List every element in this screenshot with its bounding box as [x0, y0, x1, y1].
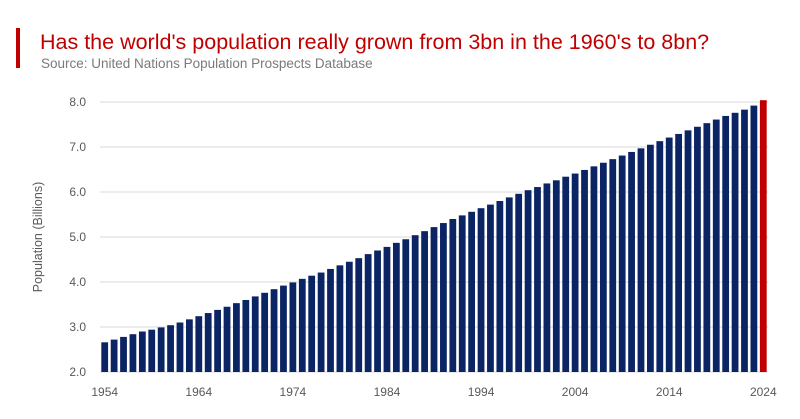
y-tick-label: 2.0: [69, 365, 86, 379]
bar: [374, 250, 381, 372]
chart-source: Source: United Nations Population Prospe…: [41, 56, 373, 71]
x-tick-label: 2004: [562, 385, 589, 399]
bar: [694, 126, 701, 372]
bar: [543, 183, 551, 372]
bar: [317, 272, 325, 372]
bar: [440, 223, 447, 372]
bar: [449, 219, 457, 372]
bar: [411, 235, 419, 372]
bar: [270, 289, 278, 372]
bar: [364, 254, 372, 372]
chart-title: Has the world's population really grown …: [40, 30, 710, 54]
bar: [308, 275, 316, 372]
bar: [148, 329, 156, 372]
bar: [581, 169, 588, 372]
y-tick-label: 3.0: [69, 320, 86, 334]
bar: [289, 282, 297, 372]
bars: [101, 100, 767, 373]
bar: [101, 342, 109, 372]
y-tick-label: 7.0: [69, 140, 86, 154]
bar: [242, 300, 250, 372]
bar: [176, 322, 184, 372]
bar: [731, 112, 739, 373]
bar: [120, 336, 127, 372]
bar: [421, 231, 428, 372]
bar: [468, 211, 476, 372]
bar: [618, 155, 626, 372]
y-tick-label: 8.0: [69, 95, 86, 109]
bar: [327, 268, 334, 372]
bar: [458, 215, 466, 372]
bar: [185, 319, 193, 372]
bar: [402, 239, 410, 372]
bar: [233, 303, 240, 372]
y-axis-label: Population (Billions): [31, 182, 45, 292]
bar: [477, 208, 485, 372]
bar: [609, 159, 617, 372]
bar: [345, 261, 353, 372]
bar: [637, 148, 645, 372]
bar: [204, 313, 212, 372]
bar: [167, 325, 174, 372]
bar: [722, 115, 730, 372]
bar: [675, 133, 683, 372]
bar: [628, 151, 635, 372]
bar: [280, 285, 287, 372]
bar: [712, 119, 720, 372]
bar: [590, 166, 598, 372]
bar: [129, 334, 137, 372]
x-axis-ticks: 1954 1964 1974 1984 1994 2004 2014 2024: [91, 385, 777, 399]
bar: [157, 327, 165, 372]
y-axis-ticks: 2.0 3.0 4.0 5.0 6.0 7.0 8.0: [69, 95, 86, 379]
bar: [430, 227, 438, 372]
bar: [656, 141, 664, 372]
bar: [223, 306, 231, 372]
x-tick-label: 2014: [656, 385, 683, 399]
bar: [741, 109, 748, 373]
bar: [524, 190, 532, 372]
title-accent-bar: [16, 28, 20, 68]
bar: [251, 296, 259, 372]
bar: [684, 130, 692, 372]
y-tick-label: 4.0: [69, 275, 86, 289]
bar: [571, 173, 579, 372]
x-tick-label: 2024: [750, 385, 777, 399]
x-tick-label: 1964: [185, 385, 212, 399]
bar: [647, 144, 654, 372]
y-tick-label: 5.0: [69, 230, 86, 244]
bar: [138, 331, 146, 372]
bar: [487, 204, 494, 372]
bar: [195, 316, 203, 372]
bar: [534, 187, 541, 372]
bar: [261, 292, 269, 372]
y-tick-label: 6.0: [69, 185, 86, 199]
bar: [214, 309, 221, 372]
bar: [599, 162, 607, 372]
bar: [552, 180, 560, 372]
bar: [392, 242, 400, 372]
bar: [665, 137, 673, 372]
x-tick-label: 1984: [374, 385, 401, 399]
bar: [515, 193, 523, 372]
bar: [298, 278, 306, 372]
bar: [355, 258, 363, 372]
bar: [110, 339, 118, 372]
bar-highlight: [759, 100, 767, 372]
bar: [750, 105, 758, 372]
bar: [496, 201, 504, 372]
bar: [562, 176, 570, 372]
bar: [383, 246, 391, 372]
x-tick-label: 1974: [280, 385, 307, 399]
x-tick-label: 1954: [91, 385, 118, 399]
x-tick-label: 1994: [468, 385, 495, 399]
bar: [505, 197, 513, 372]
bar: [336, 265, 344, 372]
bar: [703, 123, 711, 373]
